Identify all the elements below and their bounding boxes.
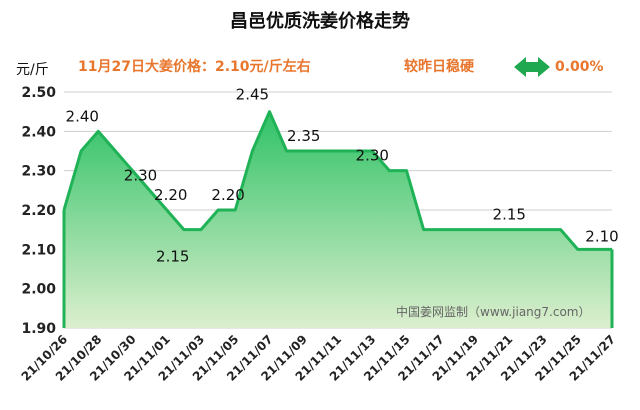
y-tick-label: 2.30 [21,164,56,180]
data-label: 2.15 [493,206,526,224]
data-label: 2.30 [124,167,157,185]
y-tick-label: 2.00 [21,282,56,298]
price-note: 11月27日大姜价格：2.10元/斤左右 [78,58,311,75]
x-axis-ticks: 21/10/2621/10/2821/10/3021/11/0121/11/03… [19,332,619,384]
data-label: 2.35 [287,127,320,145]
data-label: 2.20 [211,186,244,204]
y-tick-label: 2.10 [21,242,56,258]
y-tick-label: 2.20 [21,203,56,219]
data-label: 2.40 [66,107,99,125]
data-label: 2.10 [585,227,618,245]
y-tick-label: 2.40 [21,124,56,140]
double-arrow-icon [514,57,550,77]
y-axis-ticks: 1.90 2.00 2.10 2.20 2.30 2.40 2.50 [21,85,56,337]
chart-title: 昌邑优质洗姜价格走势 [230,10,410,32]
data-label: 2.30 [356,147,389,165]
y-tick-label: 2.50 [21,85,56,101]
price-line [62,110,612,251]
data-label: 2.45 [236,86,269,104]
y-tick-label: 1.90 [21,321,56,337]
data-label: 2.20 [154,186,187,204]
change-percent: 0.00% [555,59,604,75]
trend-label: 较昨日稳硬 [404,58,475,75]
data-label: 2.15 [156,248,189,266]
unit-label: 元/斤 [16,62,49,78]
area-fill [64,111,612,328]
data-labels: 2.402.302.202.152.202.452.352.302.152.10 [66,86,619,266]
watermark: 中国姜网监制（www.jiang7.com） [396,304,590,319]
area-series [62,110,614,328]
